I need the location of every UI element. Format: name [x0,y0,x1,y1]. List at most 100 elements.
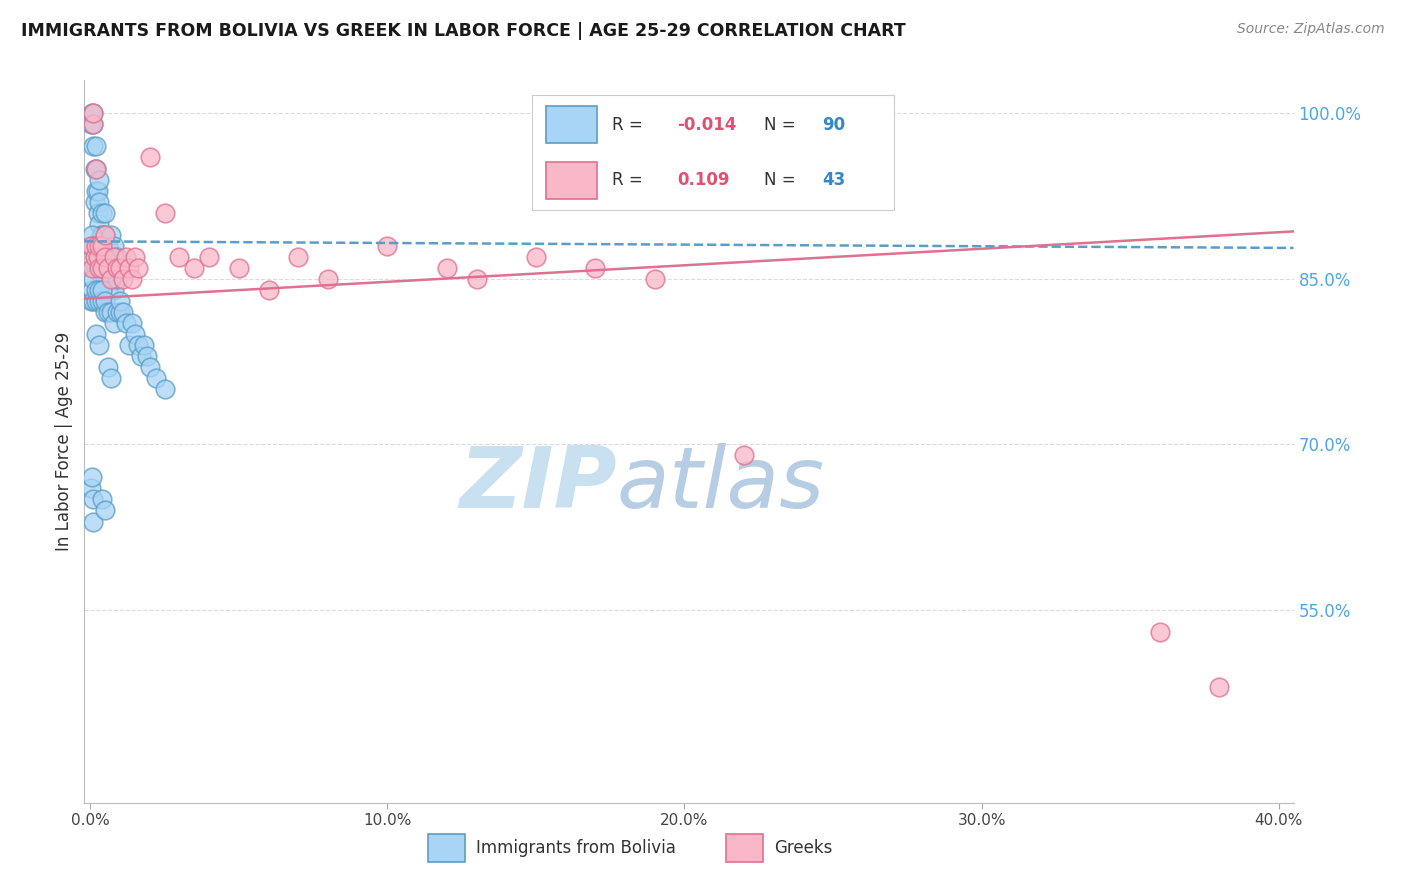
Point [118,338,141,352]
Point [84,293,107,308]
Point [82,139,104,153]
Point [524,250,547,264]
Point [89,172,111,186]
Point [100,371,122,385]
Point [91,238,114,252]
Point [84,184,107,198]
Point [82,515,104,529]
Point [89,238,111,252]
Point [103,283,125,297]
Point [100,305,122,319]
Point [100,227,122,242]
Point [82,293,104,308]
Point [82,272,104,286]
Point [82,492,104,507]
Point [127,338,149,352]
Point [138,360,160,375]
Point [87,250,110,264]
Point [97,260,120,275]
Point [135,349,157,363]
Point [97,260,120,275]
Point [82,117,104,131]
Point [80,106,103,120]
Point [89,338,111,352]
Point [111,272,134,286]
Point [84,283,107,297]
Point [124,250,146,264]
Point [198,250,221,264]
Point [169,250,191,264]
Point [91,227,114,242]
Point [100,272,122,286]
Point [115,316,138,330]
Text: Source: ZipAtlas.com: Source: ZipAtlas.com [1237,22,1385,37]
Point [97,283,120,297]
Point [121,272,143,286]
Point [138,151,160,165]
Point [89,238,111,252]
Point [97,305,120,319]
Point [89,194,111,209]
Point [89,238,111,252]
Text: atlas: atlas [616,443,824,526]
Point [83,194,105,209]
Point [94,305,117,319]
Point [83,161,105,176]
Point [82,260,104,275]
Point [94,260,117,275]
Point [94,227,117,242]
Point [80,482,103,496]
Point [100,272,122,286]
Point [183,260,205,275]
Point [91,260,114,275]
Point [124,326,146,341]
Point [83,250,105,264]
Point [82,106,104,120]
Point [80,283,103,297]
Point [94,293,117,308]
Point [91,293,114,308]
Point [80,238,103,252]
Point [80,227,103,242]
Point [121,316,143,330]
Point [84,139,107,153]
Point [105,272,128,286]
Point [84,161,107,176]
Point [287,250,309,264]
Point [108,260,131,275]
Point [94,250,117,264]
Point [89,283,111,297]
Text: ZIP: ZIP [458,443,616,526]
Point [1208,680,1230,694]
Point [83,250,105,264]
Point [316,272,339,286]
Point [84,238,107,252]
Point [84,260,107,275]
Point [103,260,125,275]
Point [97,260,120,275]
Point [100,250,122,264]
Point [91,250,114,264]
Point [80,293,103,308]
Point [108,293,131,308]
Point [87,250,110,264]
Point [153,205,176,219]
Point [145,371,167,385]
Point [644,272,666,286]
Point [94,227,117,242]
Point [87,205,110,219]
Point [82,117,104,131]
Point [103,250,125,264]
Point [91,492,114,507]
Text: IMMIGRANTS FROM BOLIVIA VS GREEK IN LABOR FORCE | AGE 25-29 CORRELATION CHART: IMMIGRANTS FROM BOLIVIA VS GREEK IN LABO… [21,22,905,40]
Point [91,272,114,286]
Point [132,338,155,352]
Point [90,227,112,242]
Point [257,283,280,297]
Point [94,272,117,286]
Point [91,250,114,264]
Point [108,305,131,319]
Point [97,238,120,252]
Point [84,326,107,341]
Point [87,184,110,198]
